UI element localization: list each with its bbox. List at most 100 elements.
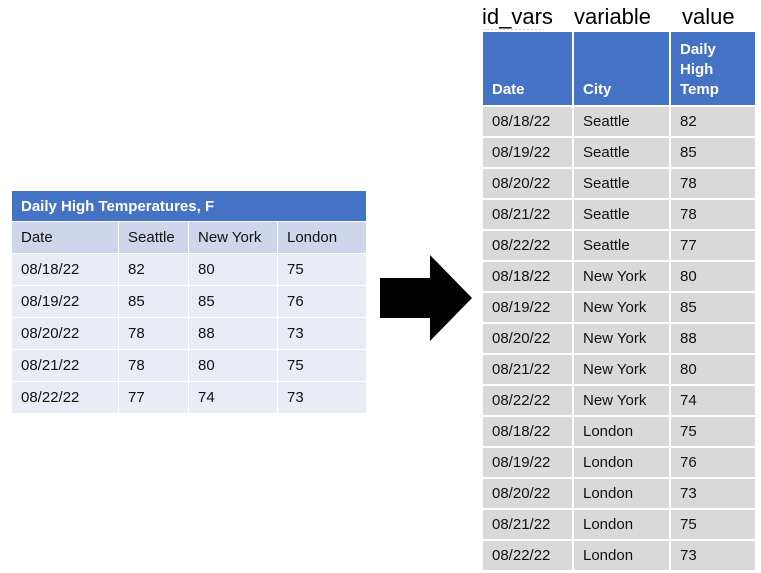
long-cell: 73 xyxy=(669,539,757,572)
long-row: 08/21/22 Seattle 78 xyxy=(481,198,757,231)
wide-header-new-york: New York xyxy=(188,221,278,254)
long-cell: London xyxy=(572,446,671,479)
long-cell: 75 xyxy=(669,415,757,448)
long-cell: 08/18/22 xyxy=(481,415,574,448)
wide-cell: 76 xyxy=(276,285,368,318)
id-vars-label: id_vars xyxy=(482,4,553,29)
long-cell: 08/19/22 xyxy=(481,446,574,479)
long-row: 08/18/22 Seattle 82 xyxy=(481,105,757,138)
long-cell: 08/18/22 xyxy=(481,105,574,138)
long-cell: 75 xyxy=(669,508,757,541)
wide-cell: 08/21/22 xyxy=(11,349,119,382)
long-header-daily-high-temp-label: Daily High Temp xyxy=(680,41,719,98)
long-cell: 80 xyxy=(669,353,757,386)
long-cell: 88 xyxy=(669,322,757,355)
wide-row: 08/18/22 82 80 75 xyxy=(11,253,368,286)
long-cell: 08/22/22 xyxy=(481,539,574,572)
wide-row: 08/20/22 78 88 73 xyxy=(11,317,368,350)
long-cell: Seattle xyxy=(572,229,671,262)
wide-cell: 88 xyxy=(188,317,278,350)
long-cell: London xyxy=(572,539,671,572)
long-cell: New York xyxy=(572,260,671,293)
right-arrow-icon xyxy=(380,255,472,341)
long-row: 08/20/22 New York 88 xyxy=(481,322,757,355)
wide-cell: 74 xyxy=(188,381,278,414)
wide-table-header-row: Date Seattle New York London xyxy=(11,221,368,254)
wide-table-title: Daily High Temperatures, F xyxy=(10,190,368,222)
wide-format-table: Daily High Temperatures, F Date Seattle … xyxy=(10,190,368,414)
wide-cell: 73 xyxy=(276,381,368,414)
long-cell: 77 xyxy=(669,229,757,262)
wide-cell: 08/19/22 xyxy=(11,285,119,318)
wide-cell: 82 xyxy=(118,253,189,286)
wide-cell: 85 xyxy=(118,285,189,318)
wide-row: 08/22/22 77 74 73 xyxy=(11,381,368,414)
long-row: 08/18/22 New York 80 xyxy=(481,260,757,293)
long-cell: 08/19/22 xyxy=(481,291,574,324)
long-cell: New York xyxy=(572,291,671,324)
long-header-daily-high-temp: Daily High Temp xyxy=(669,30,757,107)
wide-header-london: London xyxy=(276,221,368,254)
long-cell: 85 xyxy=(669,136,757,169)
long-cell: 78 xyxy=(669,198,757,231)
long-cell: 08/22/22 xyxy=(481,229,574,262)
long-cell: 08/19/22 xyxy=(481,136,574,169)
long-row: 08/19/22 Seattle 85 xyxy=(481,136,757,169)
long-cell: 73 xyxy=(669,477,757,510)
long-row: 08/19/22 London 76 xyxy=(481,446,757,479)
variable-label: variable xyxy=(574,4,652,29)
wide-cell: 78 xyxy=(118,349,189,382)
long-cell: 74 xyxy=(669,384,757,417)
long-cell: 08/20/22 xyxy=(481,167,574,200)
long-table-header-row: Date City Daily High Temp xyxy=(481,30,757,107)
long-format-table: Date City Daily High Temp 08/18/22 Seattl… xyxy=(481,30,757,572)
wide-cell: 08/18/22 xyxy=(11,253,119,286)
long-cell: 08/18/22 xyxy=(481,260,574,293)
long-row: 08/18/22 London 75 xyxy=(481,415,757,448)
long-cell: 08/21/22 xyxy=(481,508,574,541)
long-cell: 80 xyxy=(669,260,757,293)
wide-cell: 78 xyxy=(118,317,189,350)
long-cell: Seattle xyxy=(572,136,671,169)
wide-cell: 08/20/22 xyxy=(11,317,119,350)
wide-cell: 75 xyxy=(276,253,368,286)
wide-cell: 73 xyxy=(276,317,368,350)
long-cell: 76 xyxy=(669,446,757,479)
long-cell: 78 xyxy=(669,167,757,200)
wide-cell: 77 xyxy=(118,381,189,414)
long-cell: 08/21/22 xyxy=(481,353,574,386)
long-cell: 08/20/22 xyxy=(481,322,574,355)
long-row: 08/21/22 London 75 xyxy=(481,508,757,541)
long-row: 08/22/22 London 73 xyxy=(481,539,757,572)
long-cell: 85 xyxy=(669,291,757,324)
wide-cell: 80 xyxy=(188,349,278,382)
long-cell: Seattle xyxy=(572,167,671,200)
long-cell: 82 xyxy=(669,105,757,138)
long-cell: Seattle xyxy=(572,198,671,231)
long-cell: London xyxy=(572,415,671,448)
long-cell: 08/22/22 xyxy=(481,384,574,417)
long-cell: New York xyxy=(572,353,671,386)
long-cell: 08/20/22 xyxy=(481,477,574,510)
long-cell: New York xyxy=(572,384,671,417)
long-cell: Seattle xyxy=(572,105,671,138)
wide-row: 08/21/22 78 80 75 xyxy=(11,349,368,382)
long-row: 08/19/22 New York 85 xyxy=(481,291,757,324)
long-cell: London xyxy=(572,508,671,541)
long-header-city: City xyxy=(572,30,671,107)
wide-header-seattle: Seattle xyxy=(118,221,189,254)
value-label: value xyxy=(682,4,735,29)
long-header-date: Date xyxy=(481,30,574,107)
wide-cell: 80 xyxy=(188,253,278,286)
long-row: 08/22/22 Seattle 77 xyxy=(481,229,757,262)
wide-cell: 85 xyxy=(188,285,278,318)
long-cell: New York xyxy=(572,322,671,355)
wide-cell: 08/22/22 xyxy=(11,381,119,414)
wide-cell: 75 xyxy=(276,349,368,382)
long-cell: London xyxy=(572,477,671,510)
long-cell: 08/21/22 xyxy=(481,198,574,231)
long-row: 08/20/22 Seattle 78 xyxy=(481,167,757,200)
wide-header-date: Date xyxy=(11,221,119,254)
long-row: 08/22/22 New York 74 xyxy=(481,384,757,417)
long-row: 08/20/22 London 73 xyxy=(481,477,757,510)
